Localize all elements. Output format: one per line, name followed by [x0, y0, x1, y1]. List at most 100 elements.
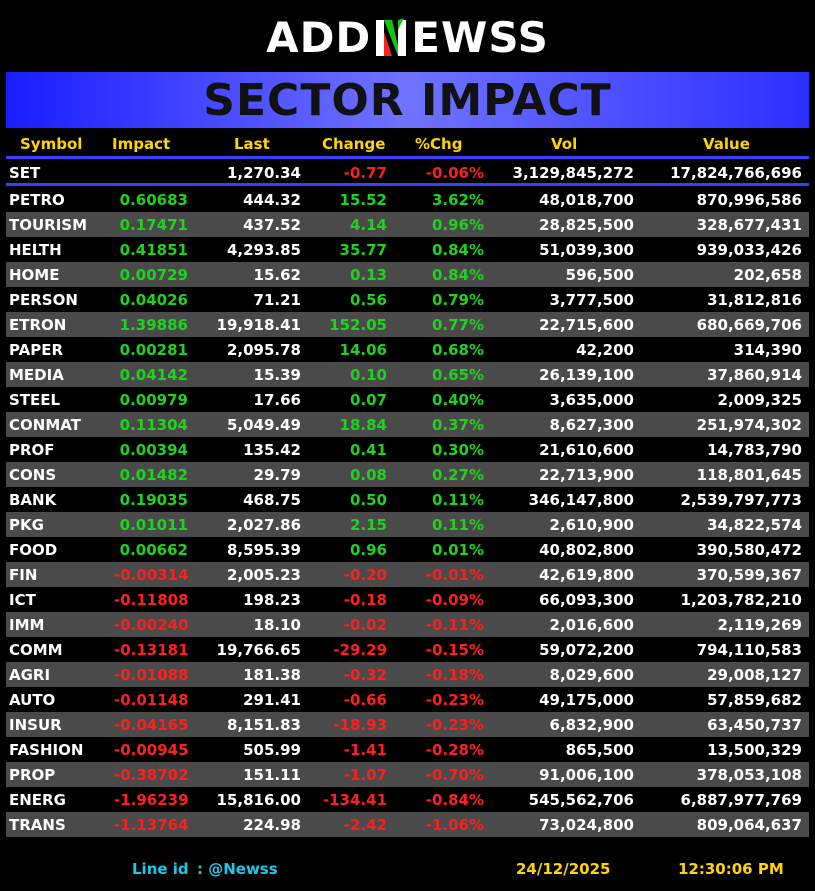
table-row: FIN -0.00314 2,005.23 -0.20 -0.01% 42,619,800… [6, 562, 809, 587]
row-volume: 3,777,500 [549, 291, 634, 309]
row-change: 4.14 [349, 216, 387, 234]
table-row: STEEL 0.00979 17.66 0.07 0.40% 3,635,000 2,009… [6, 387, 809, 412]
row-pct-change: -0.01% [425, 566, 484, 584]
row-volume: 42,200 [576, 341, 634, 359]
footer-date: 24/12/2025 [516, 860, 611, 878]
table-row: TRANS -1.13764 224.98 -2.42 -1.06% 73,024,800… [6, 812, 809, 837]
row-pct-change: 0.65% [431, 366, 484, 384]
row-change: 0.96 [349, 541, 387, 559]
row-pct-change: -0.09% [425, 591, 484, 609]
table-header: Symbol Impact Last Change %Chg Vol Value [6, 131, 809, 156]
row-pct-change: 0.11% [431, 491, 484, 509]
table-row: AGRI -0.01088 181.38 -0.32 -0.18% 8,029,600 29… [6, 662, 809, 687]
row-last: 71.21 [253, 291, 301, 309]
row-impact: 0.00662 [119, 541, 188, 559]
row-symbol: TOURISM [9, 216, 88, 234]
row-impact: 1.39886 [119, 316, 188, 334]
row-value: 31,812,816 [707, 291, 802, 309]
row-symbol: COMM [9, 641, 63, 659]
row-symbol: FOOD [9, 541, 58, 559]
row-change: 15.52 [339, 191, 387, 209]
row-change: -0.66 [343, 691, 387, 709]
row-last: 135.42 [243, 441, 301, 459]
logo-text-left: ADD [266, 12, 372, 62]
row-change: 14.06 [339, 341, 387, 359]
row-volume: 21,610,600 [539, 441, 634, 459]
row-symbol: CONMAT [9, 416, 81, 434]
title-banner: SECTOR IMPACT [6, 72, 809, 128]
table-row: PKG 0.01011 2,027.86 2.15 0.11% 2,610,900 34,8… [6, 512, 809, 537]
table-row: CONMAT 0.11304 5,049.49 18.84 0.37% 8,627,300… [6, 412, 809, 437]
row-symbol: ENERG [9, 791, 66, 809]
row-value: 1,203,782,210 [680, 591, 802, 609]
row-volume: 22,715,600 [539, 316, 634, 334]
index-symbol: SET [9, 164, 41, 182]
row-impact: 0.00394 [119, 441, 188, 459]
row-last: 29.79 [253, 466, 301, 484]
row-pct-change: -0.84% [425, 791, 484, 809]
row-volume: 91,006,100 [539, 766, 634, 784]
row-volume: 2,610,900 [549, 516, 634, 534]
row-last: 2,095.78 [226, 341, 301, 359]
row-impact: -0.04165 [114, 716, 189, 734]
row-volume: 40,802,800 [539, 541, 634, 559]
row-volume: 66,093,300 [539, 591, 634, 609]
row-symbol: HOME [9, 266, 60, 284]
row-value: 794,110,583 [696, 641, 802, 659]
row-symbol: CONS [9, 466, 57, 484]
row-symbol: HELTH [9, 241, 62, 259]
table-row: HOME 0.00729 15.62 0.13 0.84% 596,500 202,658 [6, 262, 809, 287]
row-pct-change: 0.79% [431, 291, 484, 309]
table-row: INSUR -0.04165 8,151.83 -18.93 -0.23% 6,832,9… [6, 712, 809, 737]
row-symbol: PROP [9, 766, 56, 784]
header-symbol: Symbol [20, 135, 83, 153]
row-impact: 0.04142 [119, 366, 188, 384]
row-impact: -0.00240 [114, 616, 189, 634]
row-change: -0.02 [343, 616, 387, 634]
row-last: 17.66 [253, 391, 301, 409]
row-change: 152.05 [329, 316, 387, 334]
row-value: 14,783,790 [707, 441, 802, 459]
table-row: PETRO 0.60683 444.32 15.52 3.62% 48,018,700 87… [6, 187, 809, 212]
row-last: 224.98 [243, 816, 301, 834]
table-row: BANK 0.19035 468.75 0.50 0.11% 346,147,800 2,5… [6, 487, 809, 512]
row-pct-change: -0.70% [425, 766, 484, 784]
row-value: 6,887,977,769 [680, 791, 802, 809]
row-change: 2.15 [349, 516, 387, 534]
row-value: 34,822,574 [707, 516, 802, 534]
row-last: 181.38 [243, 666, 301, 684]
row-value: 314,390 [733, 341, 802, 359]
row-last: 15.62 [253, 266, 301, 284]
row-impact: -0.11808 [114, 591, 189, 609]
table-row: FASHION -0.00945 505.99 -1.41 -0.28% 865,500 1… [6, 737, 809, 762]
row-impact: 0.00979 [119, 391, 188, 409]
table-row: COMM -0.13181 19,766.65 -29.29 -0.15% 59,072,… [6, 637, 809, 662]
row-pct-change: 0.77% [431, 316, 484, 334]
index-change: -0.77 [343, 164, 387, 182]
row-volume: 3,635,000 [549, 391, 634, 409]
footer-line-label: Line id [132, 860, 189, 878]
row-volume: 865,500 [565, 741, 634, 759]
row-value: 118,801,645 [696, 466, 802, 484]
row-last: 15,816.00 [216, 791, 301, 809]
row-last: 18.10 [253, 616, 301, 634]
row-value: 57,859,682 [707, 691, 802, 709]
row-last: 19,766.65 [216, 641, 301, 659]
row-impact: 0.17471 [119, 216, 188, 234]
row-pct-change: -1.06% [425, 816, 484, 834]
row-value: 251,974,302 [696, 416, 802, 434]
row-value: 2,119,269 [717, 616, 802, 634]
table-row: TOURISM 0.17471 437.52 4.14 0.96% 28,825,500 3… [6, 212, 809, 237]
row-value: 370,599,367 [696, 566, 802, 584]
row-pct-change: 0.37% [431, 416, 484, 434]
row-value: 870,996,586 [696, 191, 802, 209]
row-last: 4,293.85 [226, 241, 301, 259]
table-row: ETRON 1.39886 19,918.41 152.05 0.77% 22,715,6… [6, 312, 809, 337]
row-last: 2,027.86 [226, 516, 301, 534]
row-impact: 0.00281 [119, 341, 188, 359]
index-pct-change: -0.06% [425, 164, 484, 182]
row-value: 2,009,325 [717, 391, 802, 409]
index-volume: 3,129,845,272 [512, 164, 634, 182]
row-pct-change: -0.18% [425, 666, 484, 684]
row-symbol: PERSON [9, 291, 78, 309]
